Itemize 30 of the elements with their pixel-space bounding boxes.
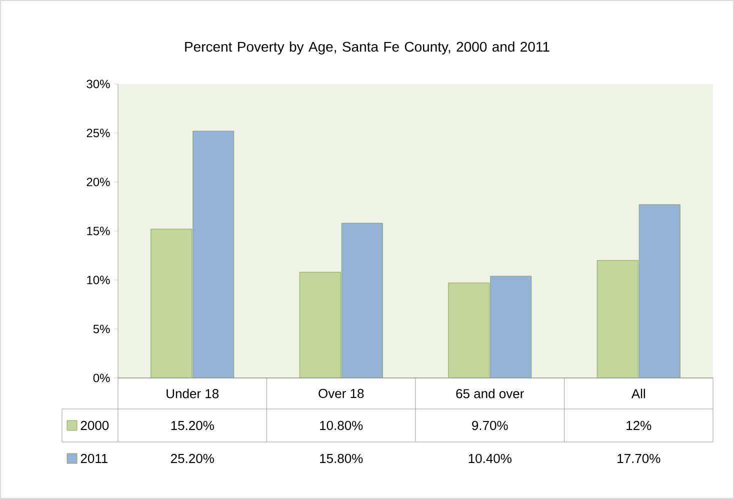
y-tick-label: 10% [87, 276, 110, 284]
y-tick-label: 30% [86, 80, 110, 88]
legend-label: 2000 [80, 420, 109, 430]
y-tick-label: 5% [93, 324, 110, 334]
bar [448, 282, 490, 378]
bar [150, 228, 192, 378]
data-label: 25.20% [171, 454, 214, 464]
x-tick-label: All [631, 388, 645, 398]
bar [596, 260, 638, 378]
y-tick-label: 0% [93, 374, 110, 382]
data-label: 9.70% [472, 420, 508, 430]
x-tick-label: Over 18 [318, 388, 364, 398]
data-label: 10.40% [468, 454, 512, 464]
bar [638, 204, 680, 378]
chart-title: Percent Poverty by Age, Santa Fe County, 2000 and 2011 [185, 41, 550, 55]
y-tick-label: 25% [86, 128, 110, 138]
x-tick-label: Under 18 [166, 388, 219, 398]
y-tick-label: 15% [87, 226, 110, 236]
data-label: 12% [626, 420, 652, 430]
data-label: 15.20% [171, 420, 214, 430]
bar [299, 272, 341, 378]
bar [341, 222, 383, 378]
y-tick-label: 20% [86, 178, 110, 186]
data-label: 10.80% [320, 420, 363, 430]
legend-label: 2011 [80, 454, 108, 464]
data-label: 15.80% [320, 454, 363, 464]
x-tick-label: 65 and over [456, 388, 524, 398]
data-label: 17.70% [618, 454, 660, 464]
bar [490, 276, 532, 378]
bar [192, 130, 234, 378]
